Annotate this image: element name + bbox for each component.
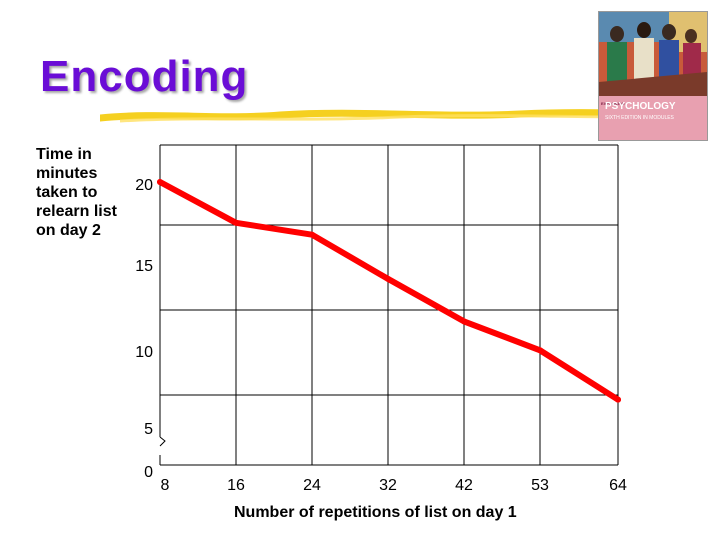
y-tick-label: 0 [144,464,153,481]
y-tick-label: 20 [135,177,153,194]
x-tick-label: 8 [161,477,170,494]
data-point [309,231,315,238]
y-tick-label: 10 [135,344,153,361]
book-title-band [599,96,707,140]
x-axis-label: Number of repetitions of list on day 1 [234,504,517,521]
data-point [157,179,163,185]
book-cover-image: EXPLORING PSYCHOLOGY SIXTH EDITION IN MO… [598,11,708,141]
book-subtitle-text: SIXTH EDITION IN MODULES [605,115,674,121]
data-point [537,347,543,354]
x-tick-label: 42 [455,477,473,494]
book-small-text: EXPLORING [601,101,625,106]
data-point [461,318,467,325]
data-point [615,396,621,403]
x-tick-label: 16 [227,477,245,494]
x-tick-label: 24 [303,477,321,494]
data-point [233,219,239,226]
x-tick-label: 53 [531,477,549,494]
y-tick-label: 5 [144,421,153,438]
book-title-text: PSYCHOLOGY [605,101,676,112]
y-axis-label: Time in minutes taken to relearn list on… [36,146,117,239]
series-line [157,179,621,403]
slide-title: Encoding [40,52,249,101]
y-tick-label: 15 [135,258,153,275]
axis-break-mark [159,436,166,447]
x-tick-label: 32 [379,477,397,494]
x-tick-label: 64 [609,477,627,494]
data-point [385,275,391,282]
